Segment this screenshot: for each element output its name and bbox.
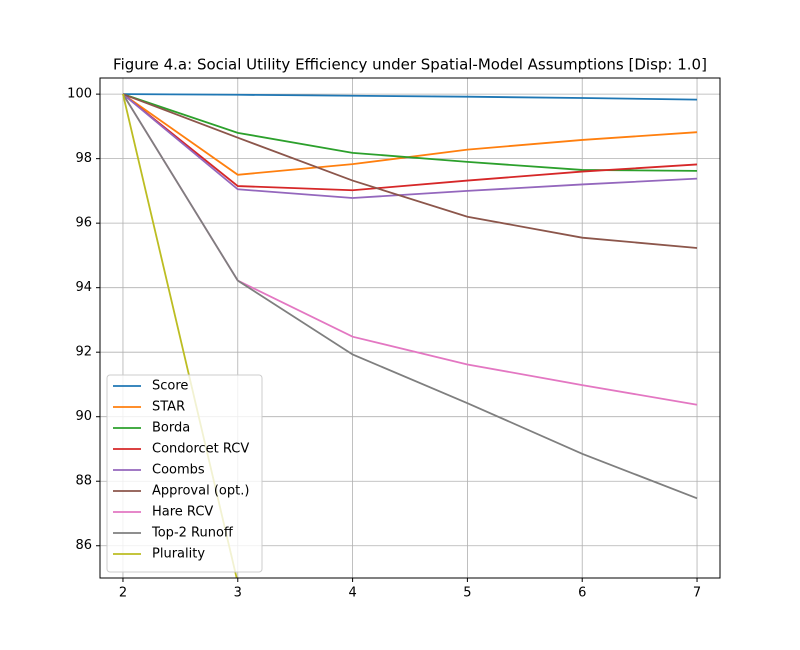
legend-box [106, 374, 263, 573]
lines [122, 93, 698, 578]
y-tick-label: 100 [67, 87, 92, 102]
x-tick-label: 7 [693, 586, 701, 601]
x-tick-label: 6 [578, 586, 586, 601]
legend-label: Approval (opt.) [152, 484, 249, 499]
x-tick-label: 4 [348, 586, 356, 601]
y-tick-label: 96 [75, 216, 92, 231]
x-tick-label: 3 [234, 586, 242, 601]
y-tick-label: 88 [75, 474, 92, 489]
series-line [122, 93, 698, 199]
y-tick-label: 86 [75, 538, 92, 553]
y-tick-label: 90 [75, 409, 92, 424]
legend-label: Condorcet RCV [152, 442, 249, 457]
legend-label: Plurality [152, 547, 205, 562]
legend-label: Borda [152, 421, 190, 436]
y-tick-label: 98 [75, 151, 92, 166]
legend-label: Coombs [152, 463, 205, 478]
legend-label: Hare RCV [152, 505, 213, 520]
series-line [122, 93, 698, 192]
series-line [122, 93, 698, 500]
series-line [122, 93, 698, 101]
x-tick-label: 5 [463, 586, 471, 601]
legend-label: STAR [152, 400, 185, 415]
axes: 2 3 4 5 6 7 86 88 90 92 94 96 98 100 [67, 87, 701, 601]
y-tick-label: 94 [75, 280, 92, 295]
chart-title: Figure 4.a: Social Utility Efficiency un… [113, 56, 707, 74]
legend: Score STAR Borda Condorcet RCV Coombs Approva… [106, 374, 263, 573]
series-line [122, 93, 698, 249]
x-tick-label: 2 [119, 586, 127, 601]
y-tick-label: 92 [75, 345, 92, 360]
legend-label: Score [152, 379, 188, 394]
plot-frame [99, 77, 721, 579]
legend-label: Top-2 Runoff [151, 526, 234, 541]
